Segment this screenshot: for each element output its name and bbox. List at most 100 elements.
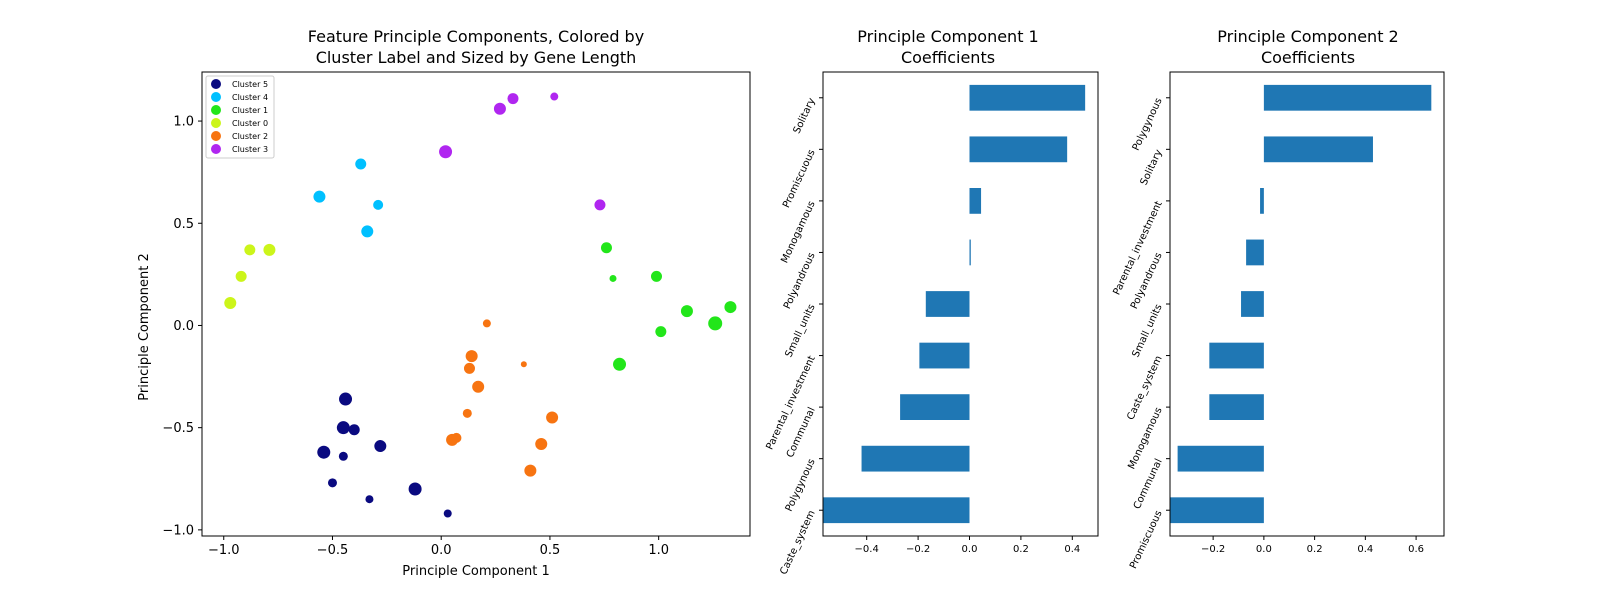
scatter-point [361,225,374,238]
scatter-legend: Cluster 5 Cluster 4 Cluster 1 Cluster 0 Clus… [205,75,275,159]
scatter-y-axis-label: Principle Component 2 [137,253,152,400]
pc2-category-label: Solitary [1139,148,1165,187]
pc2-bar [1241,291,1264,317]
scatter-point [327,478,337,488]
pc1-title-line-1: Principle Component 1 [857,27,1038,46]
pc2-bar [1177,445,1264,472]
scatter-point [520,361,527,368]
scatter-plot-frame [201,71,751,537]
legend-label: Cluster 1 [232,106,268,115]
scatter-point [600,242,612,254]
scatter-point [535,438,548,451]
legend-marker [211,144,221,154]
scatter-point [550,92,559,101]
legend-marker [211,92,221,102]
pc1-bar [919,342,970,369]
pc2-bar [1263,84,1432,111]
legend-label: Cluster 5 [232,80,268,89]
pc2-x-tick-label: 0.2 [1307,544,1323,555]
pc1-bar [969,136,1068,163]
scatter-point [524,464,537,477]
scatter-y-tick-label: −1.0 [162,523,194,538]
scatter-point [235,270,247,282]
scatter-title-line-1: Feature Principle Components, Colored by [308,27,644,46]
scatter-point [708,316,723,331]
pc1-bars [823,84,1086,524]
scatter-x-tick-label: −0.5 [317,543,349,558]
pc1-category-label: Promiscuous [781,148,818,210]
pc2-x-tick-label: 0.0 [1256,544,1272,555]
scatter-point [482,319,491,328]
pc1-x-tick-label: −0.4 [855,544,879,555]
scatter-point [472,380,485,393]
scatter-y-tick-label: 0.0 [173,319,194,334]
pc1-bar [900,394,970,420]
pc2-bar [1260,188,1264,214]
pc1-plot-frame [822,71,1099,537]
pc1-bar-panel: Principle Component 1 Coefficients Solit… [764,27,1099,577]
scatter-point [348,424,360,436]
legend-label: Cluster 3 [232,145,268,154]
pc1-x-tick-label: −0.2 [906,544,930,555]
scatter-point [463,362,475,374]
pc1-category-label: Small_units [784,303,818,360]
legend-marker [211,118,221,128]
scatter-point [613,357,627,371]
scatter-point [465,350,478,363]
scatter-point [317,445,331,459]
scatter-point [339,392,353,406]
legend-marker [211,79,221,89]
scatter-point [650,270,662,282]
scatter-y-tick-label: −0.5 [162,421,194,436]
pc2-title-line-2: Coefficients [1261,48,1355,67]
scatter-x-tick-label: 0.0 [431,543,452,558]
pc1-bar [861,445,970,472]
pc1-bar [969,239,971,266]
scatter-point [546,411,559,424]
pc1-category-label: Polygynous [784,457,818,513]
scatter-y-tick-label: 1.0 [173,115,194,130]
scatter-point [374,440,387,453]
pc1-x-tick-label: 0.0 [962,544,978,555]
legend-label: Cluster 0 [232,119,268,128]
scatter-point [355,158,367,170]
scatter-point [443,509,452,518]
pc1-bar [925,291,970,317]
scatter-point [439,145,453,159]
pc1-category-label: Caste_system [778,509,817,577]
pc2-bar [1246,239,1264,266]
scatter-point [365,495,374,504]
pc2-category-label: Parental_investment [1111,199,1164,297]
scatter-point [462,408,472,418]
scatter-y-tick-label: 0.5 [173,217,194,232]
scatter-ticks: −1.0 −0.5 0.0 0.5 1.0 −1.0 −0.5 0.0 0.5 1.0 [162,115,669,558]
legend-marker [211,131,221,141]
scatter-title-line-2: Cluster Label and Sized by Gene Length [316,48,637,67]
pc2-bars [1170,84,1432,524]
pc2-bar-panel: Principle Component 2 Coefficients Polyg… [1111,27,1445,571]
legend-label: Cluster 2 [232,132,268,141]
pc1-category-label: Parental_investment [764,354,817,452]
pc1-bar [969,84,1086,111]
scatter-point [609,274,617,282]
scatter-point [680,305,693,318]
scatter-point [655,326,667,338]
pc2-plot-frame [1169,71,1445,537]
pc2-x-tick-label: 0.4 [1357,544,1373,555]
pc1-bar [823,497,970,524]
pc1-x-tick-label: 0.4 [1064,544,1080,555]
scatter-point [224,296,237,309]
scatter-point [507,93,519,105]
scatter-point [373,199,384,210]
pc2-category-label: Promiscuous [1128,509,1165,571]
legend-marker [211,105,221,115]
pc2-category-label: Polygynous [1131,96,1165,152]
pc1-bar [969,188,982,214]
legend-box [205,75,275,159]
pc2-bar [1209,394,1264,420]
scatter-x-tick-label: −1.0 [208,543,240,558]
scatter-x-axis-label: Principle Component 1 [402,564,549,579]
scatter-x-tick-label: 1.0 [648,543,669,558]
scatter-point [244,244,256,256]
